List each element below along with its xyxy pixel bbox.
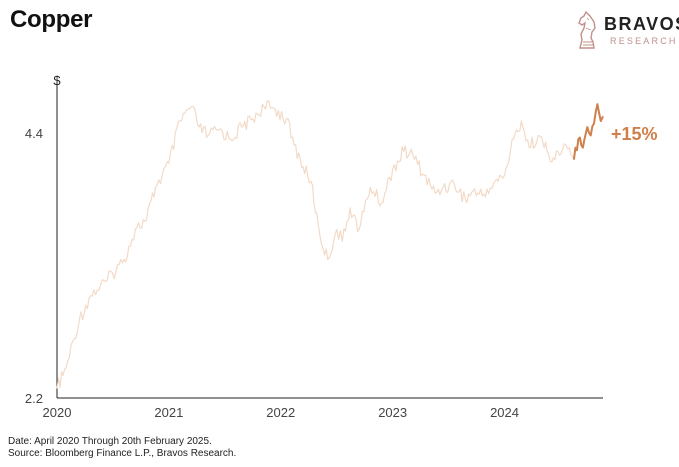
x-tick-label: 2023: [378, 405, 407, 420]
change-annotation: +15%: [611, 124, 658, 144]
chart-axes: [56, 82, 603, 399]
footnote-source: Source: Bloomberg Finance L.P., Bravos R…: [8, 448, 237, 459]
y-tick-label: 2.2: [25, 391, 43, 406]
page-title: Copper: [10, 6, 93, 33]
brand-logo-block: BRAVOS RESEARCH: [574, 6, 679, 52]
history-series-line: [56, 100, 575, 389]
brand-subtitle: RESEARCH: [610, 36, 678, 46]
footnote-date: Date: April 2020 Through 20th February 2…: [8, 436, 212, 447]
y-tick-label: 4.4: [25, 126, 43, 141]
x-tick-label: 2020: [43, 405, 72, 420]
chart-labels: 2.2 4.4 2020 2021 2022 2023 2024 $ +15%: [25, 73, 658, 420]
y-axis-label: $: [53, 73, 61, 88]
x-tick-label: 2022: [266, 405, 295, 420]
brand-name: BRAVOS: [604, 14, 679, 34]
x-tick-label: 2021: [154, 405, 183, 420]
chart-series: [56, 100, 604, 389]
recent-series-line: [572, 103, 604, 160]
x-tick-label: 2024: [490, 405, 519, 420]
knight-logo-icon: [578, 10, 596, 49]
footnote: Date: April 2020 Through 20th February 2…: [8, 436, 236, 460]
